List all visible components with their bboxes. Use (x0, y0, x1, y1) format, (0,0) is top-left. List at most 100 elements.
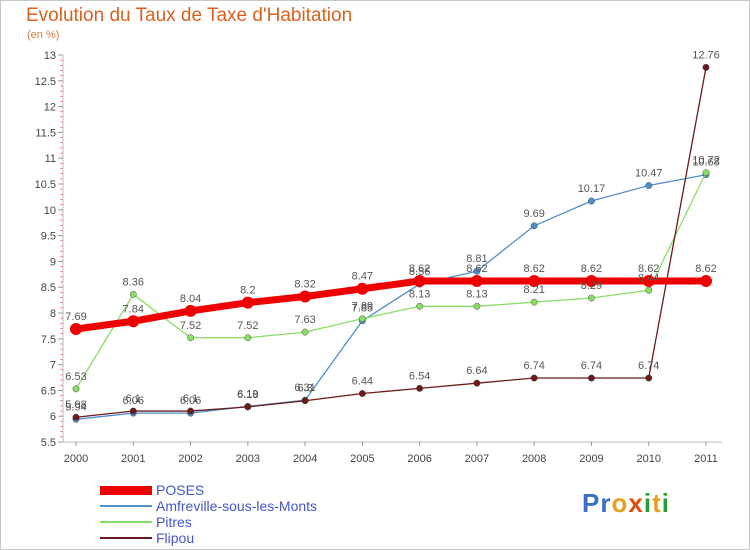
chart-title: Evolution du Taux de Taxe d'Habitation (26, 5, 353, 26)
y-tick-label: 12.5 (35, 76, 56, 88)
data-point-2 (358, 315, 366, 323)
data-label-1: 5.94 (65, 401, 86, 413)
data-point-0 (127, 315, 140, 328)
data-label-3: 6.74 (581, 360, 602, 372)
y-tick-label: 9 (50, 256, 56, 268)
data-label-0: 7.69 (65, 311, 86, 323)
logo-letter: i (643, 488, 653, 518)
data-label-1: 8.81 (466, 253, 487, 265)
logo-letter: o (611, 488, 629, 518)
logo-letter: P (582, 488, 601, 518)
series-line-1 (75, 174, 707, 420)
data-point-3 (473, 379, 481, 387)
data-label-3: 12.76 (692, 49, 720, 61)
x-tick-label: 2010 (636, 453, 660, 465)
data-point-0 (700, 275, 712, 288)
data-point-0 (413, 275, 426, 288)
data-label-3: 6.18 (237, 389, 258, 401)
logo-letter: x (628, 488, 644, 518)
x-tick-label: 2001 (121, 453, 145, 465)
proxiti-logo: Proxiti (582, 488, 670, 519)
data-label-0: 8.62 (638, 263, 659, 275)
series-line-2 (75, 172, 707, 390)
x-tick-label: 2005 (350, 453, 374, 465)
data-label-1: 9.69 (523, 208, 544, 220)
data-point-3 (358, 390, 366, 397)
y-tick-label: 11.5 (35, 127, 56, 139)
data-point-3 (187, 407, 194, 415)
data-point-2 (72, 385, 80, 393)
data-point-3 (645, 374, 653, 382)
data-point-2 (702, 169, 710, 177)
data-label-2: 7.63 (294, 314, 315, 326)
data-point-0 (299, 290, 312, 303)
data-label-2: 8.13 (409, 288, 430, 300)
data-label-2: 10.72 (692, 155, 720, 167)
data-label-1: 6.06 (180, 395, 201, 407)
y-tick-label: 10 (44, 205, 56, 217)
data-label-3: 6.74 (523, 360, 544, 372)
data-label-2: 8.21 (523, 284, 544, 296)
data-label-2: 7.52 (237, 320, 258, 332)
data-point-0 (585, 275, 598, 288)
data-label-0: 8.32 (294, 278, 315, 290)
y-tick-label: 12 (44, 102, 56, 114)
data-label-3: 6.1 (126, 393, 141, 405)
data-label-1: 6.31 (294, 382, 315, 394)
x-tick-label: 2006 (407, 453, 431, 465)
data-label-2: 7.89 (352, 301, 373, 313)
y-tick-label: 13 (44, 50, 56, 62)
logo-letter: t (652, 488, 662, 518)
y-tick-label: 5.5 (41, 437, 56, 449)
x-tick-label: 2009 (579, 453, 603, 465)
data-point-2 (129, 291, 137, 298)
data-label-0: 8.04 (180, 293, 201, 305)
data-label-2: 8.29 (581, 280, 602, 292)
data-point-0 (642, 275, 655, 288)
data-label-3: 6.3 (297, 383, 312, 395)
data-point-2 (416, 302, 424, 310)
legend-label: Pitres (156, 514, 192, 530)
data-label-0: 8.62 (695, 263, 716, 275)
legend-swatch (100, 537, 152, 539)
data-label-2: 6.53 (65, 371, 86, 383)
data-label-1: 10.68 (692, 157, 720, 169)
unit-label: (en %) (27, 29, 60, 41)
data-label-2: 8.13 (466, 288, 487, 300)
data-label-3: 6.54 (409, 370, 430, 382)
data-point-0 (528, 275, 541, 288)
legend-label: Flipou (156, 530, 195, 546)
legend-swatch (100, 521, 152, 523)
data-label-0: 8.62 (523, 263, 544, 275)
line-chart: 5.5 6 6.5 7 7.5 8 8.5 9 9.5 10 10.5 11 11.5 12 12.5 13 2… (35, 49, 722, 465)
y-tick-label: 7.5 (41, 334, 56, 346)
x-tick-label: 2007 (465, 453, 489, 465)
data-point-1 (645, 182, 653, 189)
data-point-1 (530, 222, 538, 230)
data-point-0 (70, 322, 82, 335)
x-tick-label: 2011 (694, 453, 718, 465)
data-point-1 (588, 197, 595, 205)
data-label-0: 8.62 (466, 263, 487, 275)
y-tick-label: 9.5 (41, 231, 56, 243)
data-point-3 (588, 374, 595, 382)
data-point-2 (473, 302, 481, 310)
data-point-0 (470, 275, 483, 288)
data-label-0: 8.62 (581, 263, 602, 275)
data-label-1: 10.47 (635, 168, 663, 180)
data-label-0: 8.47 (352, 271, 373, 283)
data-point-0 (241, 296, 254, 309)
series-line-3 (75, 67, 707, 418)
data-label-3: 6.44 (352, 375, 373, 387)
data-label-1: 8.56 (409, 266, 430, 278)
data-label-3: 6.64 (466, 365, 487, 377)
y-tick-label: 8 (50, 308, 56, 320)
y-tick-label: 6 (50, 411, 56, 423)
data-label-1: 6.06 (123, 395, 144, 407)
data-label-1: 10.17 (578, 183, 606, 195)
data-label-2: 7.52 (180, 320, 201, 332)
series-line-0 (75, 277, 706, 333)
data-point-0 (356, 282, 369, 295)
data-point-1 (473, 267, 481, 275)
